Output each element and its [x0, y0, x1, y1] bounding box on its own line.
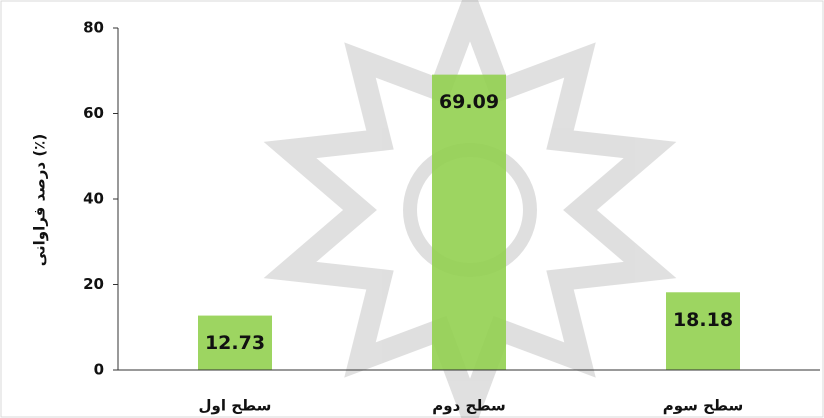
x-tick-label: سطح اول [199, 397, 272, 415]
x-tick-label: سطح سوم [663, 397, 744, 415]
data-label: 69.09 [439, 91, 499, 113]
data-label: 18.18 [673, 309, 733, 331]
y-tick-label: 80 [83, 19, 104, 37]
bar [666, 292, 740, 370]
y-axis-label: درصد فراوانی (٪) [31, 134, 49, 266]
data-label: 12.73 [205, 332, 265, 354]
y-tick-label: 20 [83, 275, 104, 293]
y-tick-label: 40 [83, 190, 104, 208]
x-tick-label: سطح دوم [432, 397, 505, 415]
bar [432, 75, 506, 370]
chart: درصد فراوانی (٪) 0 20 40 60 80 12.73 سطح اول 69… [0, 0, 824, 418]
y-tick-label: 0 [94, 361, 104, 379]
y-tick-label: 60 [83, 104, 104, 122]
